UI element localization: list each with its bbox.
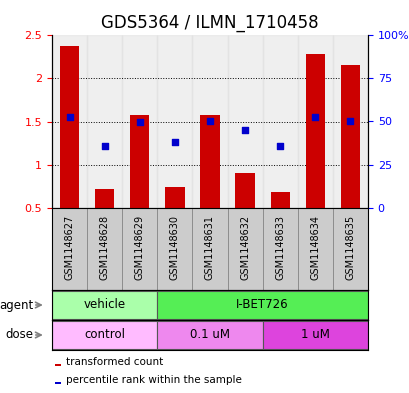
Text: GSM1148627: GSM1148627 <box>64 215 74 280</box>
Text: control: control <box>84 329 125 342</box>
Bar <box>157 208 192 290</box>
Bar <box>157 35 192 208</box>
Text: GSM1148631: GSM1148631 <box>204 215 214 279</box>
Text: agent: agent <box>0 299 33 312</box>
Bar <box>262 35 297 208</box>
Bar <box>235 173 254 208</box>
Point <box>66 114 73 120</box>
Text: GSM1148633: GSM1148633 <box>274 215 285 279</box>
Bar <box>157 290 367 320</box>
Point <box>206 118 213 124</box>
Text: transformed count: transformed count <box>66 357 163 367</box>
Point <box>136 118 143 125</box>
Bar <box>55 382 61 384</box>
Bar <box>332 208 367 290</box>
Title: GDS5364 / ILMN_1710458: GDS5364 / ILMN_1710458 <box>101 14 318 32</box>
Bar <box>130 116 149 208</box>
Bar <box>52 321 157 349</box>
Text: GSM1148629: GSM1148629 <box>135 215 144 280</box>
Bar <box>60 46 79 208</box>
Bar <box>270 191 289 208</box>
Bar <box>122 35 157 208</box>
Bar <box>297 35 332 208</box>
Bar <box>122 208 157 290</box>
Bar <box>332 35 367 208</box>
Text: percentile rank within the sample: percentile rank within the sample <box>66 375 241 385</box>
Point <box>101 143 108 149</box>
Point <box>171 139 178 145</box>
Bar <box>52 35 87 208</box>
Bar <box>227 35 262 208</box>
Bar <box>87 35 122 208</box>
Point <box>276 143 283 149</box>
Text: GSM1148628: GSM1148628 <box>99 215 109 280</box>
Bar <box>55 364 61 366</box>
Bar <box>200 115 219 208</box>
Bar <box>262 208 297 290</box>
Bar <box>157 321 262 349</box>
Bar <box>227 208 262 290</box>
Bar <box>95 189 114 208</box>
Bar <box>340 65 359 208</box>
Bar <box>305 54 324 208</box>
Point <box>346 118 353 124</box>
Bar <box>52 208 87 290</box>
Text: GSM1148630: GSM1148630 <box>169 215 180 279</box>
Bar <box>192 208 227 290</box>
Text: GSM1148634: GSM1148634 <box>310 215 319 279</box>
Text: GSM1148635: GSM1148635 <box>345 215 355 280</box>
Bar <box>87 208 122 290</box>
Bar <box>52 290 157 320</box>
Point <box>311 114 318 120</box>
Text: 0.1 uM: 0.1 uM <box>189 329 229 342</box>
Bar <box>165 187 184 208</box>
Text: GSM1148632: GSM1148632 <box>240 215 249 280</box>
Text: I-BET726: I-BET726 <box>236 299 288 312</box>
Bar <box>297 208 332 290</box>
Text: vehicle: vehicle <box>83 299 126 312</box>
Bar <box>192 35 227 208</box>
Text: dose: dose <box>5 329 33 342</box>
Bar <box>262 321 367 349</box>
Text: 1 uM: 1 uM <box>300 329 329 342</box>
Point <box>241 127 248 133</box>
